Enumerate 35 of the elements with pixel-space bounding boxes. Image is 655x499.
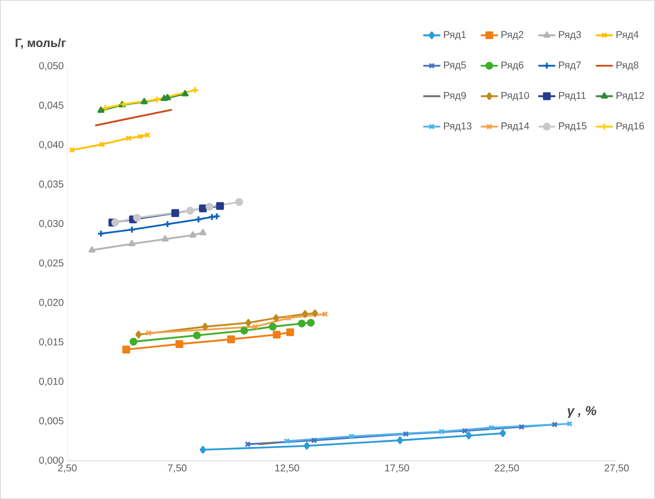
legend-label: Ряд14 [502, 122, 530, 132]
y-tick-label: 0,025 [39, 259, 64, 268]
legend-label: Ряд2 [502, 30, 524, 40]
y-tick-label: 0,030 [39, 220, 64, 228]
legend-label: Ряд10 [502, 92, 530, 101]
legend-label: Ряд6 [502, 61, 524, 70]
y-tick-label: 0,050 [39, 62, 64, 70]
y-tick-label: 0,040 [39, 141, 64, 150]
legend-label: Ряд8 [616, 61, 638, 70]
legend-label: Ряд13 [444, 122, 472, 132]
x-tick-label: 2,50 [58, 464, 77, 473]
x-tick-label: 7,50 [168, 464, 187, 473]
legend-label: Ряд9 [444, 92, 466, 101]
y-tick-label: 0,010 [39, 378, 64, 386]
legend-label: Ряд12 [616, 92, 644, 101]
legend-label: Ряд4 [616, 31, 639, 40]
legend-label: Ряд7 [559, 61, 581, 70]
y-tick-label: 0,000 [39, 456, 64, 465]
legend-label: Ряд1 [444, 31, 466, 40]
y-tick-label: 0,020 [39, 298, 64, 308]
legend-label: Ряд5 [444, 61, 466, 70]
y-tick-label: 0,045 [39, 102, 64, 110]
y-tick-label: 0,015 [39, 338, 64, 347]
legend-label: Ряд15 [559, 122, 586, 132]
y-tick-label: 0,035 [39, 180, 64, 189]
x-tick-label: 17,50 [385, 464, 410, 473]
y-tick-label: 0,005 [39, 417, 64, 426]
legend-label: Ряд16 [616, 122, 644, 132]
legend-label: Ряд3 [559, 30, 581, 40]
x-tick-label: 27,50 [604, 464, 629, 473]
x-axis-title: γ , % [568, 406, 596, 418]
x-tick-label: 12,50 [275, 464, 300, 473]
legend-label: Ряд11 [559, 92, 586, 101]
y-axis-title: Г, моль/г [16, 38, 66, 49]
x-tick-label: 22,50 [494, 464, 519, 473]
